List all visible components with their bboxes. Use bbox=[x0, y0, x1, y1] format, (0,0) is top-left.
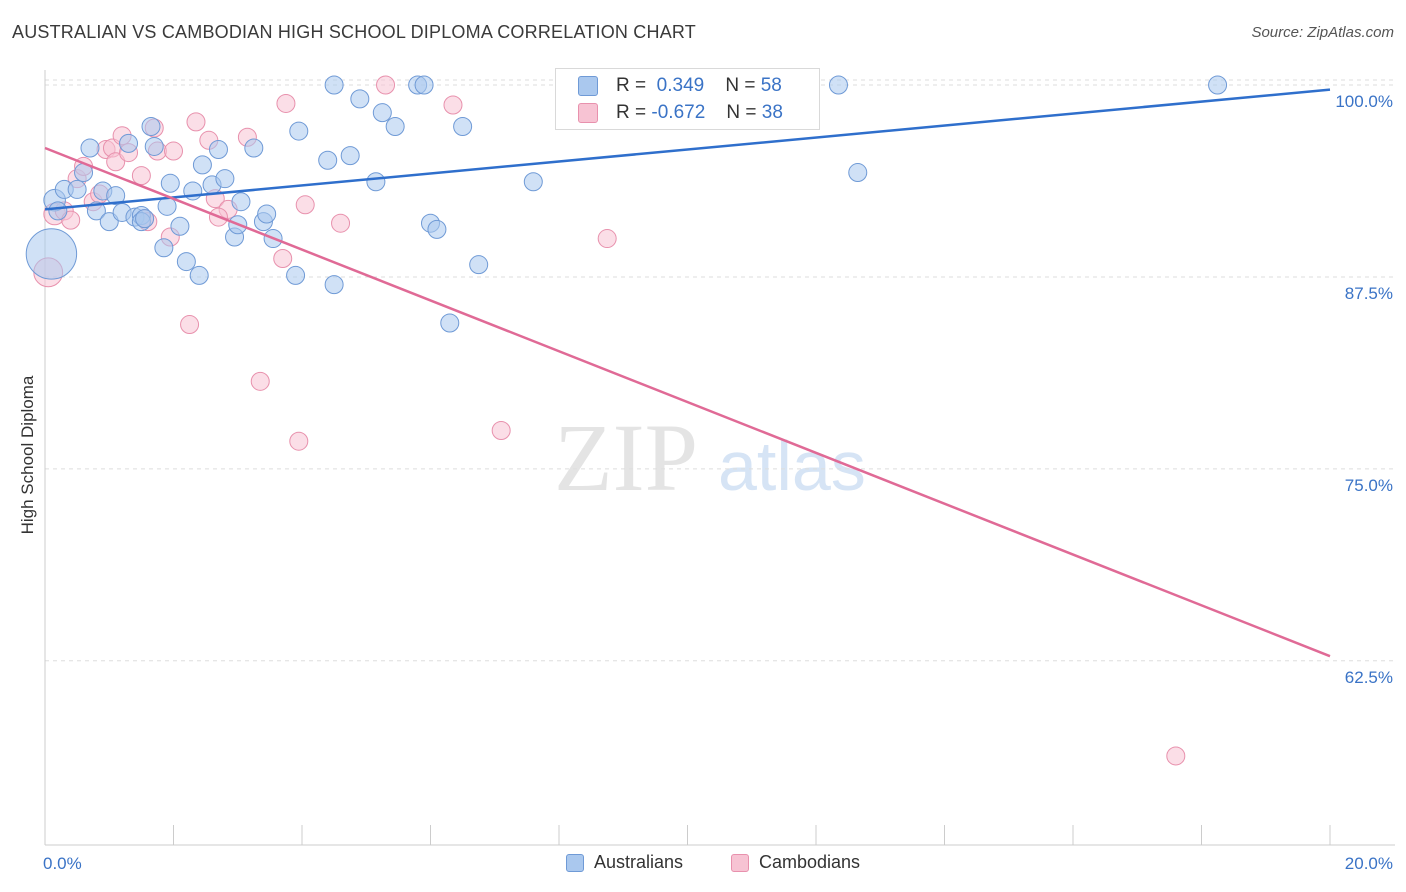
australians-point bbox=[176, 252, 196, 272]
australians-point bbox=[106, 186, 126, 206]
australians-point bbox=[340, 146, 360, 166]
australians-point bbox=[192, 155, 212, 175]
y-tick-label: 100.0% bbox=[1335, 92, 1393, 111]
australians-point bbox=[324, 75, 344, 95]
n-label: N = bbox=[725, 75, 756, 96]
australians-point bbox=[440, 313, 460, 333]
stats-text: R = -0.672 N = 38 bbox=[616, 102, 783, 124]
chart-title: AUSTRALIAN VS CAMBODIAN HIGH SCHOOL DIPL… bbox=[12, 22, 696, 42]
australians-point bbox=[523, 172, 543, 192]
cambodians-point bbox=[276, 93, 296, 113]
cambodians-point bbox=[491, 420, 511, 440]
australians-point bbox=[231, 192, 251, 212]
n-value-australians: 58 bbox=[760, 75, 782, 96]
australians-legend-swatch bbox=[566, 853, 584, 872]
australians-point bbox=[848, 163, 868, 183]
australians-point bbox=[244, 138, 264, 158]
cambodians-point bbox=[376, 75, 396, 95]
australians-point bbox=[80, 138, 100, 158]
n-value-cambodians: 38 bbox=[761, 102, 783, 123]
x-tick-label: 20.0% bbox=[1345, 854, 1393, 873]
australians-point bbox=[286, 265, 306, 285]
australians-point bbox=[170, 216, 190, 236]
legend-item-australians[interactable]: Australians bbox=[566, 852, 683, 873]
australians-point bbox=[67, 179, 87, 199]
australians-point bbox=[257, 204, 277, 224]
australians-point bbox=[414, 75, 434, 95]
australians-point bbox=[208, 140, 228, 160]
r-value-australians: 0.349 bbox=[656, 75, 705, 96]
australians-point bbox=[350, 89, 370, 109]
stats-row-australians: R = 0.349 N = 58 bbox=[578, 74, 782, 98]
cambodians-point bbox=[61, 210, 81, 230]
australians-point bbox=[289, 121, 309, 141]
cambodians-point bbox=[250, 371, 270, 391]
cambodians-point bbox=[597, 229, 617, 249]
watermark-zip: ZIP bbox=[554, 404, 698, 511]
australians-point bbox=[828, 75, 848, 95]
y-tick-label: 62.5% bbox=[1345, 668, 1393, 687]
cambodians-swatch bbox=[578, 103, 598, 123]
australians-swatch bbox=[578, 76, 598, 96]
cambodians-trend-line bbox=[44, 146, 1331, 658]
r-value-cambodians: -0.672 bbox=[651, 102, 706, 123]
cambodians-point bbox=[331, 213, 351, 233]
australians-point bbox=[469, 255, 489, 275]
cambodians-point bbox=[180, 315, 200, 335]
x-tick-label: 0.0% bbox=[43, 854, 82, 873]
australians-point bbox=[189, 265, 209, 285]
australians-point bbox=[99, 212, 119, 232]
bottom-legend: Australians Cambodians bbox=[0, 852, 1406, 878]
y-tick-label: 87.5% bbox=[1345, 284, 1393, 303]
tick-labels: 62.5% 75.0% 87.5% 100.0% 0.0% 20.0% bbox=[43, 92, 1393, 873]
stats-text: R = 0.349 N = 58 bbox=[616, 75, 782, 97]
r-label: R = bbox=[616, 102, 647, 123]
australians-point bbox=[86, 201, 106, 221]
australians-point bbox=[154, 238, 174, 258]
watermark-atlas: atlas bbox=[718, 427, 866, 505]
australians-point bbox=[453, 116, 473, 136]
cambodians-point bbox=[443, 95, 463, 115]
australians-point bbox=[135, 209, 155, 229]
australians-point bbox=[141, 116, 161, 136]
legend-item-cambodians[interactable]: Cambodians bbox=[731, 852, 860, 873]
australians-point bbox=[1208, 75, 1228, 95]
australians-point bbox=[119, 133, 139, 153]
trend-lines bbox=[44, 88, 1331, 658]
australians-point bbox=[160, 173, 180, 193]
australians-point bbox=[25, 228, 78, 280]
cambodians-point bbox=[186, 112, 206, 132]
australians-point bbox=[372, 103, 392, 123]
australians-point bbox=[215, 169, 235, 189]
australians-point bbox=[318, 150, 338, 170]
gridlines bbox=[45, 79, 1395, 662]
australians-point bbox=[144, 136, 164, 156]
legend-label-cambodians: Cambodians bbox=[759, 852, 861, 872]
y-tick-label: 75.0% bbox=[1345, 476, 1393, 495]
stats-row-cambodians: R = -0.672 N = 38 bbox=[578, 101, 783, 125]
cambodians-point bbox=[273, 249, 293, 269]
cambodians-point bbox=[131, 166, 151, 186]
australians-point bbox=[366, 172, 386, 192]
n-label: N = bbox=[726, 102, 757, 123]
source-label: Source: ZipAtlas.com bbox=[1251, 24, 1394, 41]
r-label: R = bbox=[616, 75, 647, 96]
australians-point bbox=[385, 116, 405, 136]
australians-points bbox=[25, 75, 1228, 333]
cambodians-legend-swatch bbox=[731, 853, 749, 872]
cambodians-point bbox=[1166, 746, 1186, 766]
watermark: ZIP atlas bbox=[554, 404, 866, 511]
australians-trend-line bbox=[44, 88, 1331, 211]
australians-point bbox=[427, 219, 447, 239]
cambodians-point bbox=[295, 195, 315, 215]
australians-point bbox=[48, 201, 68, 221]
australians-point bbox=[324, 275, 344, 295]
stats-legend: R = 0.349 N = 58 R = -0.672 N = 38 bbox=[555, 68, 820, 130]
cambodians-point bbox=[106, 152, 126, 172]
cambodians-point bbox=[164, 141, 183, 161]
legend-label-australians: Australians bbox=[594, 852, 684, 872]
cambodians-point bbox=[289, 431, 309, 451]
